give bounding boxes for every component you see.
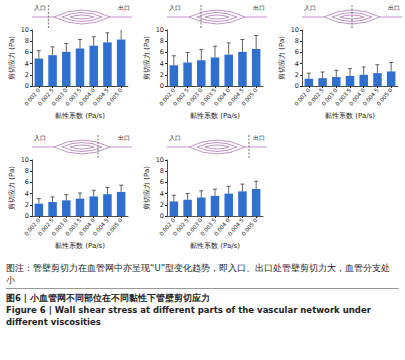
svg-text:0.002 0: 0.002 0 bbox=[23, 87, 42, 107]
svg-text:10: 10 bbox=[156, 156, 164, 164]
svg-text:6: 6 bbox=[25, 178, 29, 186]
svg-text:0.004 0: 0.004 0 bbox=[212, 217, 231, 237]
svg-text:4: 4 bbox=[25, 190, 29, 198]
svg-text:0.002 0: 0.002 0 bbox=[23, 217, 42, 237]
html-text:Figure 6 | Wall shear stress a: Figure 6 | Wall shear stress at differen… bbox=[6, 305, 371, 327]
svg-text:剪切应力 (Pa): 剪切应力 (Pa) bbox=[8, 166, 16, 210]
svg-text:0.003 0: 0.003 0 bbox=[185, 87, 204, 107]
svg-text:2: 2 bbox=[160, 71, 164, 79]
svg-text:黏性系数 (Pa/s): 黏性系数 (Pa/s) bbox=[190, 242, 240, 250]
svg-text:出口: 出口 bbox=[253, 4, 265, 11]
svg-text:4: 4 bbox=[295, 60, 299, 68]
svg-text:0.002 0: 0.002 0 bbox=[293, 87, 312, 107]
svg-text:6: 6 bbox=[25, 48, 29, 56]
svg-text:0: 0 bbox=[25, 82, 29, 90]
svg-text:8: 8 bbox=[160, 167, 164, 175]
svg-text:0.004 5: 0.004 5 bbox=[91, 217, 110, 237]
html-text:图注：管壁剪切力在血管网中亦呈现“U”型变化趋势，即入口、出: 图注：管壁剪切力在血管网中亦呈现“U”型变化趋势，即入口、出口处管壁剪切力大，血… bbox=[6, 263, 390, 285]
svg-text:2: 2 bbox=[25, 71, 29, 79]
svg-text:0.005 0: 0.005 0 bbox=[105, 87, 123, 107]
svg-text:0.004 5: 0.004 5 bbox=[226, 87, 245, 107]
svg-text:4: 4 bbox=[160, 60, 164, 68]
svg-text:8: 8 bbox=[295, 37, 299, 45]
svg-text:黏性系数 (Pa/s): 黏性系数 (Pa/s) bbox=[325, 112, 375, 120]
svg-text:出口: 出口 bbox=[388, 4, 400, 11]
svg-text:10: 10 bbox=[21, 26, 29, 34]
svg-text:0.005 0: 0.005 0 bbox=[240, 217, 258, 237]
svg-text:0.003 0: 0.003 0 bbox=[50, 217, 69, 237]
svg-text:10: 10 bbox=[21, 156, 29, 164]
svg-text:4: 4 bbox=[25, 60, 29, 68]
svg-text:0.003 5: 0.003 5 bbox=[334, 87, 353, 107]
svg-text:0.003 0: 0.003 0 bbox=[50, 87, 69, 107]
svg-text:剪切应力 (Pa): 剪切应力 (Pa) bbox=[143, 166, 151, 210]
svg-text:0.002 5: 0.002 5 bbox=[171, 87, 190, 107]
svg-text:出口: 出口 bbox=[118, 4, 130, 11]
svg-text:0.003 5: 0.003 5 bbox=[199, 87, 218, 107]
svg-text:8: 8 bbox=[160, 37, 164, 45]
svg-text:0.005 0: 0.005 0 bbox=[375, 87, 393, 107]
svg-text:0.002 5: 0.002 5 bbox=[306, 87, 325, 107]
svg-text:0.002 5: 0.002 5 bbox=[171, 217, 190, 237]
svg-text:0.004 5: 0.004 5 bbox=[226, 217, 245, 237]
svg-text:6: 6 bbox=[160, 178, 164, 186]
svg-text:2: 2 bbox=[160, 201, 164, 209]
svg-text:2: 2 bbox=[295, 71, 299, 79]
svg-text:0.003 5: 0.003 5 bbox=[64, 217, 83, 237]
svg-text:0.003 5: 0.003 5 bbox=[199, 217, 218, 237]
svg-text:6: 6 bbox=[295, 48, 299, 56]
svg-text:入口: 入口 bbox=[169, 4, 181, 11]
svg-text:10: 10 bbox=[291, 26, 299, 34]
svg-text:8: 8 bbox=[25, 167, 29, 175]
svg-text:0.003 5: 0.003 5 bbox=[64, 87, 83, 107]
svg-text:出口: 出口 bbox=[253, 134, 265, 141]
svg-text:2: 2 bbox=[25, 201, 29, 209]
svg-text:入口: 入口 bbox=[169, 134, 181, 141]
svg-text:剪切应力 (Pa): 剪切应力 (Pa) bbox=[8, 36, 16, 80]
svg-text:出口: 出口 bbox=[118, 134, 130, 141]
svg-text:黏性系数 (Pa/s): 黏性系数 (Pa/s) bbox=[55, 242, 105, 250]
svg-text:入口: 入口 bbox=[34, 134, 46, 141]
svg-text:0.005 0: 0.005 0 bbox=[105, 217, 123, 237]
svg-text:0: 0 bbox=[295, 82, 299, 90]
svg-text:黏性系数 (Pa/s): 黏性系数 (Pa/s) bbox=[190, 112, 240, 120]
svg-text:0.004 5: 0.004 5 bbox=[361, 87, 380, 107]
svg-text:入口: 入口 bbox=[34, 4, 46, 11]
svg-text:0.004 5: 0.004 5 bbox=[91, 87, 110, 107]
svg-text:剪切应力 (Pa): 剪切应力 (Pa) bbox=[143, 36, 151, 80]
svg-text:0.002 0: 0.002 0 bbox=[158, 217, 177, 237]
svg-text:0.005 0: 0.005 0 bbox=[240, 87, 258, 107]
svg-text:0.003 0: 0.003 0 bbox=[185, 217, 204, 237]
svg-text:6: 6 bbox=[160, 48, 164, 56]
svg-text:0.004 0: 0.004 0 bbox=[347, 87, 366, 107]
svg-text:0.002 0: 0.002 0 bbox=[158, 87, 177, 107]
svg-text:0.003 0: 0.003 0 bbox=[320, 87, 339, 107]
svg-text:0.002 5: 0.002 5 bbox=[36, 87, 55, 107]
svg-text:入口: 入口 bbox=[304, 4, 316, 11]
svg-text:0.004 0: 0.004 0 bbox=[77, 217, 96, 237]
svg-text:0: 0 bbox=[25, 212, 29, 220]
svg-text:0: 0 bbox=[160, 212, 164, 220]
svg-text:0.004 0: 0.004 0 bbox=[212, 87, 231, 107]
svg-text:0.002 5: 0.002 5 bbox=[36, 217, 55, 237]
svg-text:0: 0 bbox=[160, 82, 164, 90]
svg-text:0.004 0: 0.004 0 bbox=[77, 87, 96, 107]
svg-text:8: 8 bbox=[25, 37, 29, 45]
svg-text:4: 4 bbox=[160, 190, 164, 198]
svg-text:黏性系数 (Pa/s): 黏性系数 (Pa/s) bbox=[55, 112, 105, 120]
svg-text:剪切应力 (Pa): 剪切应力 (Pa) bbox=[278, 36, 286, 80]
svg-text:10: 10 bbox=[156, 26, 164, 34]
html-text:图6 | 小血管网不同部位在不同黏性下管壁剪切应力: 图6 | 小血管网不同部位在不同黏性下管壁剪切应力 bbox=[6, 293, 210, 303]
